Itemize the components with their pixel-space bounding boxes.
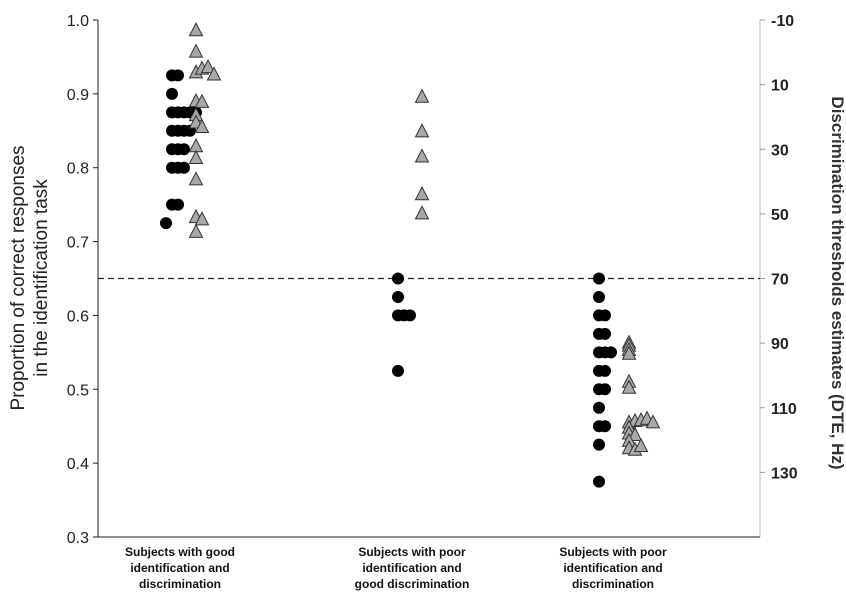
data-point-triangle [188, 223, 204, 238]
y2-tick-label: 10 [771, 78, 789, 95]
y2-tick-label: 130 [771, 465, 798, 482]
axes: 0.3 0.4 0.5 0.6 0.7 0.8 0.9 1.0 -10 10 30 50 70 90 110… [67, 13, 798, 547]
y-tick-label: 0.8 [67, 161, 89, 178]
y-axis-label-line: in the identification task [31, 179, 52, 377]
data-point-triangle [414, 205, 430, 220]
y2-tick-label: 30 [771, 142, 789, 159]
data-point-triangle [414, 123, 430, 138]
axis-labels: Proportion of correct responses in the id… [8, 96, 846, 591]
y-tick-label: 0.9 [67, 87, 89, 104]
y-tick-label: 0.3 [67, 530, 89, 547]
data-point-triangle [414, 148, 430, 163]
category-label: Subjects with poor identification and disc… [559, 545, 667, 591]
y2-tick-label: 110 [771, 401, 797, 418]
y2-tick-label: 90 [771, 336, 789, 353]
category-label-line: discrimination [139, 577, 221, 591]
data-point-circle [593, 475, 605, 488]
y-axis-label-line: Proportion of correct responses [8, 145, 29, 410]
data-point-circle [599, 383, 611, 396]
data-point-triangle [194, 118, 210, 133]
category-label-line: Subjects with poor [358, 545, 466, 559]
data-point-circle [593, 272, 605, 285]
category-label-line: identification and [563, 561, 662, 575]
data-point-triangle [206, 66, 222, 81]
data-point-circle [593, 401, 605, 414]
data-point-circle [392, 272, 404, 285]
data-point-circle [160, 217, 172, 230]
y-tick-label: 0.6 [67, 308, 89, 325]
data-point-triangle [414, 186, 430, 201]
data-point-circle [392, 290, 404, 303]
data-point-triangle [188, 22, 204, 37]
data-point-circle [178, 161, 190, 174]
data-point-circle [172, 198, 184, 211]
data-point-triangle [200, 58, 216, 74]
data-point-circle [599, 420, 611, 433]
data-point-triangle [633, 437, 649, 453]
data-point-triangle [621, 345, 637, 360]
data-point-circle [404, 309, 416, 322]
category-label-line: Subjects with poor [559, 545, 667, 559]
data-point-triangle [188, 171, 204, 186]
data-point-circle [178, 143, 190, 156]
y-tick-label: 0.7 [67, 235, 89, 252]
y-tick-label: 1.0 [67, 13, 89, 30]
category-label-line: identification and [362, 561, 461, 575]
y2-tick-label: 70 [771, 272, 789, 289]
data-point-circle [392, 364, 404, 377]
data-point-circle [593, 290, 605, 303]
data-point-triangle [621, 379, 637, 394]
y2-tick-label: -10 [771, 13, 794, 30]
data-point-triangle [188, 43, 204, 58]
y2-axis-label: Discrimination thresholds estimates (DTE… [828, 96, 846, 469]
y-axis-label: Proportion of correct responses in the id… [8, 145, 52, 410]
data-point-circle [599, 309, 611, 322]
data-point-triangle [414, 88, 430, 103]
data-point-circle [172, 69, 184, 82]
category-label-line: discrimination [572, 577, 654, 591]
data-point-circle [605, 346, 617, 359]
y2-tick-label: 50 [771, 207, 789, 224]
data-point-triangle [194, 93, 210, 108]
data-point-triangle [645, 414, 661, 429]
data-point-triangle [188, 138, 204, 153]
category-label: Subjects with good identification and disc… [125, 545, 235, 591]
data-point-triangle [188, 149, 204, 165]
category-label-line: Subjects with good [125, 545, 235, 559]
data-points [160, 22, 661, 488]
data-point-circle [599, 327, 611, 340]
y-tick-label: 0.4 [67, 456, 89, 473]
data-point-triangle [194, 211, 210, 226]
category-label: Subjects with poor identification and good… [355, 545, 470, 591]
data-point-triangle [627, 426, 643, 441]
data-point-circle [166, 87, 178, 100]
category-label-line: identification and [130, 561, 229, 575]
y-tick-label: 0.5 [67, 382, 89, 399]
category-label-line: good discrimination [355, 577, 470, 591]
data-point-circle [593, 438, 605, 451]
data-point-circle [599, 364, 611, 377]
